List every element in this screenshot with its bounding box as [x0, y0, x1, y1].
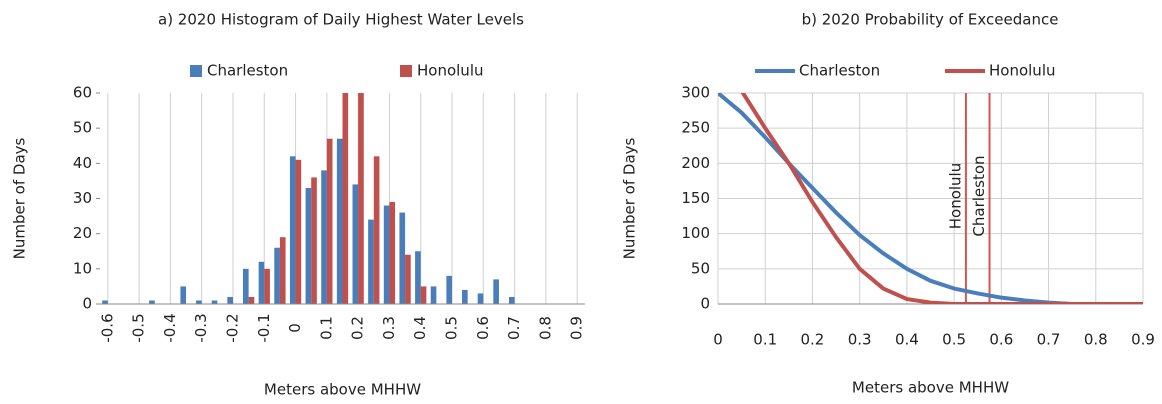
bar — [336, 138, 343, 304]
bar — [399, 212, 406, 304]
bar — [258, 261, 265, 304]
legend-label: Charleston — [207, 62, 288, 80]
y-tick-label: 10 — [73, 259, 92, 277]
bar — [102, 300, 108, 304]
x-tick-label: 0.8 — [536, 316, 554, 340]
x-tick-label: 0.2 — [801, 331, 825, 349]
bar — [295, 159, 302, 304]
bar — [383, 205, 390, 304]
legend-label: Honolulu — [417, 62, 484, 80]
bar — [279, 237, 286, 304]
x-axis-label: Meters above MHHW — [264, 381, 421, 399]
y-tick-label: 150 — [681, 189, 710, 207]
x-tick-label: 0.2 — [349, 316, 367, 340]
x-tick-label: -0.5 — [130, 313, 148, 342]
y-tick-label: 250 — [681, 119, 710, 137]
x-tick-label: 0 — [286, 323, 304, 333]
legend-swatch — [190, 65, 202, 77]
y-tick-label: 0 — [82, 295, 92, 313]
bar — [264, 268, 270, 304]
bar — [196, 300, 202, 304]
lines — [718, 93, 1143, 304]
x-tick-label: -0.4 — [161, 313, 179, 342]
y-tick-label: 20 — [73, 224, 92, 242]
y-tick-label: 50 — [691, 259, 710, 277]
chart-title: b) 2020 Probability of Exceedance — [802, 11, 1059, 29]
y-tick-label: 100 — [681, 224, 710, 242]
marker-label: Honolulu — [946, 163, 964, 230]
bar — [477, 293, 484, 304]
bar — [358, 93, 364, 304]
bar — [311, 177, 317, 304]
bar — [274, 247, 280, 304]
bar — [508, 296, 515, 304]
marker-label: Charleston — [970, 155, 988, 236]
bar — [462, 289, 468, 304]
y-tick-label: 60 — [73, 84, 92, 102]
bar — [493, 279, 499, 304]
bar — [373, 156, 380, 304]
y-axis-label: Number of Days — [621, 137, 639, 259]
y-tick-label: 0 — [700, 295, 710, 313]
x-tick-label: 0.5 — [443, 316, 461, 340]
y-tick-label: 40 — [73, 154, 92, 172]
x-tick-label: -0.2 — [223, 313, 241, 342]
bar — [430, 286, 437, 304]
y-tick-label: 200 — [681, 154, 710, 172]
bar — [368, 219, 374, 304]
y-axis-label: Number of Days — [11, 137, 29, 259]
bar — [352, 184, 359, 304]
bar — [289, 156, 296, 304]
x-tick-label: 0.4 — [411, 316, 429, 340]
chart-title: a) 2020 Histogram of Daily Highest Water… — [158, 11, 524, 29]
bar — [305, 187, 312, 304]
x-tick-label: 0.7 — [505, 316, 523, 340]
bar — [149, 300, 155, 304]
x-tick-label: 0.8 — [1084, 331, 1108, 349]
bar — [342, 93, 349, 304]
x-tick-label: 0 — [713, 331, 723, 349]
x-tick-label: 0.6 — [474, 316, 492, 340]
bar — [446, 275, 453, 304]
x-tick-label: 0.5 — [942, 331, 966, 349]
bar — [326, 138, 333, 304]
x-tick-label: 0.1 — [317, 316, 335, 340]
x-tick-label: 0.9 — [568, 316, 586, 340]
x-tick-label: 0.6 — [989, 331, 1013, 349]
bar — [405, 254, 411, 304]
x-tick-label: 0.7 — [1037, 331, 1061, 349]
x-tick-label: -0.3 — [192, 313, 210, 342]
x-tick-label: 0.1 — [753, 331, 777, 349]
legend-swatch — [400, 65, 412, 77]
bar — [420, 286, 427, 304]
bar — [227, 296, 233, 304]
y-tick-label: 50 — [73, 119, 92, 137]
bar — [242, 268, 249, 304]
bar — [180, 286, 187, 304]
bars — [102, 93, 515, 304]
y-tick-label: 300 — [681, 84, 710, 102]
x-tick-label: -0.1 — [255, 313, 273, 342]
legend-label: Honolulu — [989, 62, 1056, 80]
x-tick-label: 0.4 — [895, 331, 919, 349]
x-tick-label: 0.9 — [1131, 331, 1155, 349]
x-axis-label: Meters above MHHW — [852, 379, 1009, 397]
bar — [248, 296, 255, 304]
x-tick-label: 0.3 — [380, 316, 398, 340]
line — [740, 93, 1143, 304]
bar — [321, 170, 327, 304]
y-tick-label: 30 — [73, 189, 92, 207]
bar — [415, 251, 421, 304]
x-tick-label: 0.3 — [848, 331, 872, 349]
x-tick-label: -0.6 — [98, 313, 116, 342]
bar — [389, 202, 396, 304]
bar — [211, 300, 218, 304]
legend-label: Charleston — [799, 62, 880, 80]
